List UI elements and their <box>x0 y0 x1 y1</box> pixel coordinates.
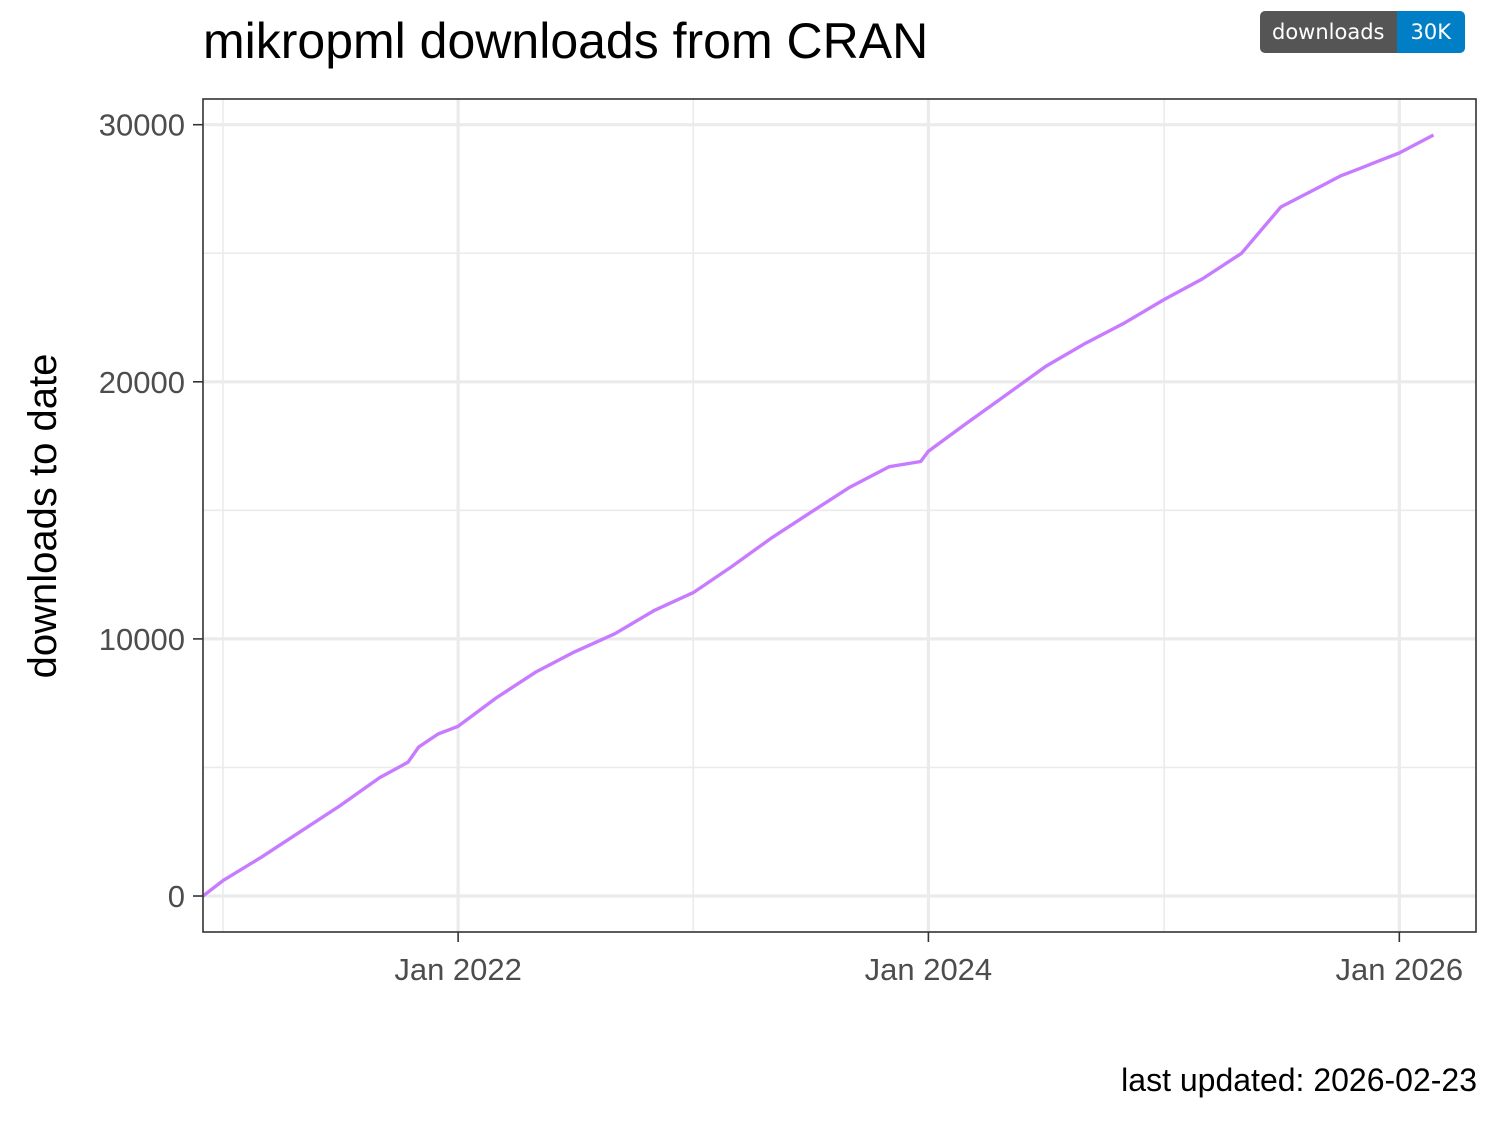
y-tick-label: 10000 <box>99 622 185 657</box>
downloads-badge[interactable]: downloads 30K <box>1260 11 1465 53</box>
plot-panel-border <box>202 98 1477 933</box>
minor-gridlines <box>203 99 1476 932</box>
y-axis-ticks: 0 10000 20000 30000 <box>99 108 203 914</box>
x-axis-ticks: Jan 2022 Jan 2024 Jan 2026 <box>394 932 1463 987</box>
chart-title: mikropml downloads from CRAN <box>203 13 929 69</box>
x-tick-label: Jan 2026 <box>1336 952 1464 987</box>
y-tick-label: 20000 <box>99 365 185 400</box>
last-updated-text: last updated: 2026-02-23 <box>1121 1062 1477 1098</box>
y-axis-label: downloads to date <box>21 354 65 679</box>
x-tick-label: Jan 2024 <box>865 952 993 987</box>
major-gridlines <box>203 99 1476 932</box>
badge-label: downloads <box>1260 11 1397 53</box>
x-tick-label: Jan 2022 <box>394 952 522 987</box>
badge-value: 30K <box>1396 11 1465 53</box>
series-line <box>201 133 1435 898</box>
y-tick-label: 0 <box>168 879 185 914</box>
y-tick-label: 30000 <box>99 108 185 143</box>
